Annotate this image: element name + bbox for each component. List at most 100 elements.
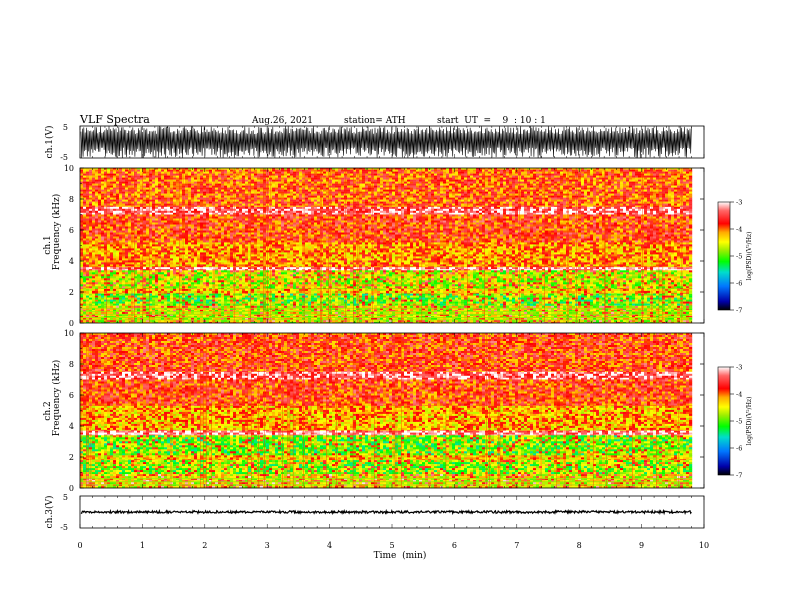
spectrogram-cell xyxy=(419,171,423,174)
spectrogram-cell xyxy=(437,168,441,170)
spectrogram-cell xyxy=(233,185,237,188)
spectrogram-cell xyxy=(389,191,393,194)
spectrogram-cell xyxy=(527,168,531,170)
spectrogram-cell xyxy=(263,203,267,206)
spectrogram-cell xyxy=(560,175,564,178)
spectrogram-cell xyxy=(335,193,339,196)
spectrogram-cell xyxy=(608,201,612,204)
spectrogram-cell xyxy=(140,171,144,174)
spectrogram-cell xyxy=(101,179,105,182)
spectrogram-cell xyxy=(662,183,666,186)
spectrogram-cell xyxy=(596,193,600,196)
spectrogram-cell xyxy=(686,208,690,211)
spectrogram-cell xyxy=(98,193,102,196)
spectrogram-cell xyxy=(323,183,327,186)
spectrogram-cell xyxy=(107,173,111,176)
spectrogram-cell xyxy=(200,206,204,209)
spectrogram-cell xyxy=(260,197,264,200)
spectrogram-cell xyxy=(401,210,405,213)
spectrogram-cell xyxy=(158,210,162,213)
spectrogram-cell xyxy=(80,168,84,170)
spectrogram-cell xyxy=(431,212,435,215)
spectrogram-cell xyxy=(95,168,99,170)
spectrogram-cell xyxy=(527,195,531,198)
spectrogram-cell xyxy=(167,189,171,192)
spectrogram-cell xyxy=(323,181,327,184)
spectrogram-cell xyxy=(557,189,561,192)
spectrogram-cell xyxy=(689,183,693,186)
spectrogram-cell xyxy=(338,189,342,192)
spectrogram-cell xyxy=(125,208,129,211)
spectrogram-cell xyxy=(494,212,498,215)
spectrogram-cell xyxy=(470,175,474,178)
spectrogram-cell xyxy=(119,189,123,192)
spectrogram-cell xyxy=(455,195,459,198)
spectrogram-cell xyxy=(644,179,648,182)
spectrogram-cell xyxy=(239,212,243,215)
spectrogram-cell xyxy=(638,203,642,206)
spectrogram-cell xyxy=(230,195,234,198)
spectrogram-cell xyxy=(314,179,318,182)
spectrogram-cell xyxy=(626,179,630,182)
spectrogram-cell xyxy=(260,195,264,198)
spectrogram-cell xyxy=(137,206,141,209)
spectrogram-cell xyxy=(446,187,450,190)
spectrogram-cell xyxy=(431,205,435,207)
spectrogram-cell xyxy=(98,189,102,192)
spectrogram-cell xyxy=(551,193,555,196)
spectrogram-cell xyxy=(299,208,303,211)
spectrogram-cell xyxy=(662,189,666,192)
spectrogram-cell xyxy=(536,185,540,188)
spectrogram-cell xyxy=(95,212,99,215)
spectrogram-cell xyxy=(119,205,123,207)
spectrogram-cell xyxy=(92,193,96,196)
spectrogram-cell xyxy=(275,197,279,200)
spectrogram-cell xyxy=(497,169,501,172)
spectrogram-cell xyxy=(407,203,411,206)
spectrogram-cell xyxy=(368,185,372,188)
spectrogram-cell xyxy=(203,197,207,200)
spectrogram-cell xyxy=(86,191,90,194)
spectrogram-cell xyxy=(491,179,495,182)
spectrogram-cell xyxy=(608,210,612,213)
spectrogram-cell xyxy=(584,177,588,180)
spectrogram-cell xyxy=(647,197,651,200)
spectrogram-cell xyxy=(317,187,321,190)
spectrogram-cell xyxy=(473,173,477,176)
spectrogram-cell xyxy=(620,193,624,196)
spectrogram-cell xyxy=(116,195,120,198)
spectrogram-cell xyxy=(635,199,639,202)
spectrogram-cell xyxy=(257,171,261,174)
spectrogram-cell xyxy=(503,189,507,192)
spectrogram-cell xyxy=(377,193,381,196)
spectrogram-cell xyxy=(608,181,612,184)
spectrogram-cell xyxy=(545,169,549,172)
spectrogram-cell xyxy=(455,193,459,196)
spectrogram-cell xyxy=(662,206,666,209)
spectrogram-cell xyxy=(275,175,279,178)
spectrogram-cell xyxy=(587,205,591,207)
spectrogram-cell xyxy=(635,201,639,204)
spectrogram-cell xyxy=(482,205,486,207)
spectrogram-cell xyxy=(137,185,141,188)
spectrogram-cell xyxy=(215,189,219,192)
spectrogram-cell xyxy=(323,212,327,215)
spectrogram-cell xyxy=(617,195,621,198)
spectrogram-cell xyxy=(419,173,423,176)
spectrogram-cell xyxy=(545,199,549,202)
spectrogram-cell xyxy=(407,199,411,202)
spectrogram-cell xyxy=(662,169,666,172)
spectrogram-cell xyxy=(524,201,528,204)
spectrogram-cell xyxy=(452,181,456,184)
spectrogram-cell xyxy=(569,191,573,194)
spectrogram-cell xyxy=(380,212,384,215)
spectrogram-cell xyxy=(506,185,510,188)
spectrogram-cell xyxy=(191,199,195,202)
spectrogram-cell xyxy=(362,205,366,207)
spectrogram-cell xyxy=(83,212,87,215)
spectrogram-cell xyxy=(431,210,435,213)
spectrogram-cell xyxy=(254,199,258,202)
spectrogram-cell xyxy=(632,173,636,176)
spectrogram-cell xyxy=(284,173,288,176)
spectrogram-cell xyxy=(248,169,252,172)
